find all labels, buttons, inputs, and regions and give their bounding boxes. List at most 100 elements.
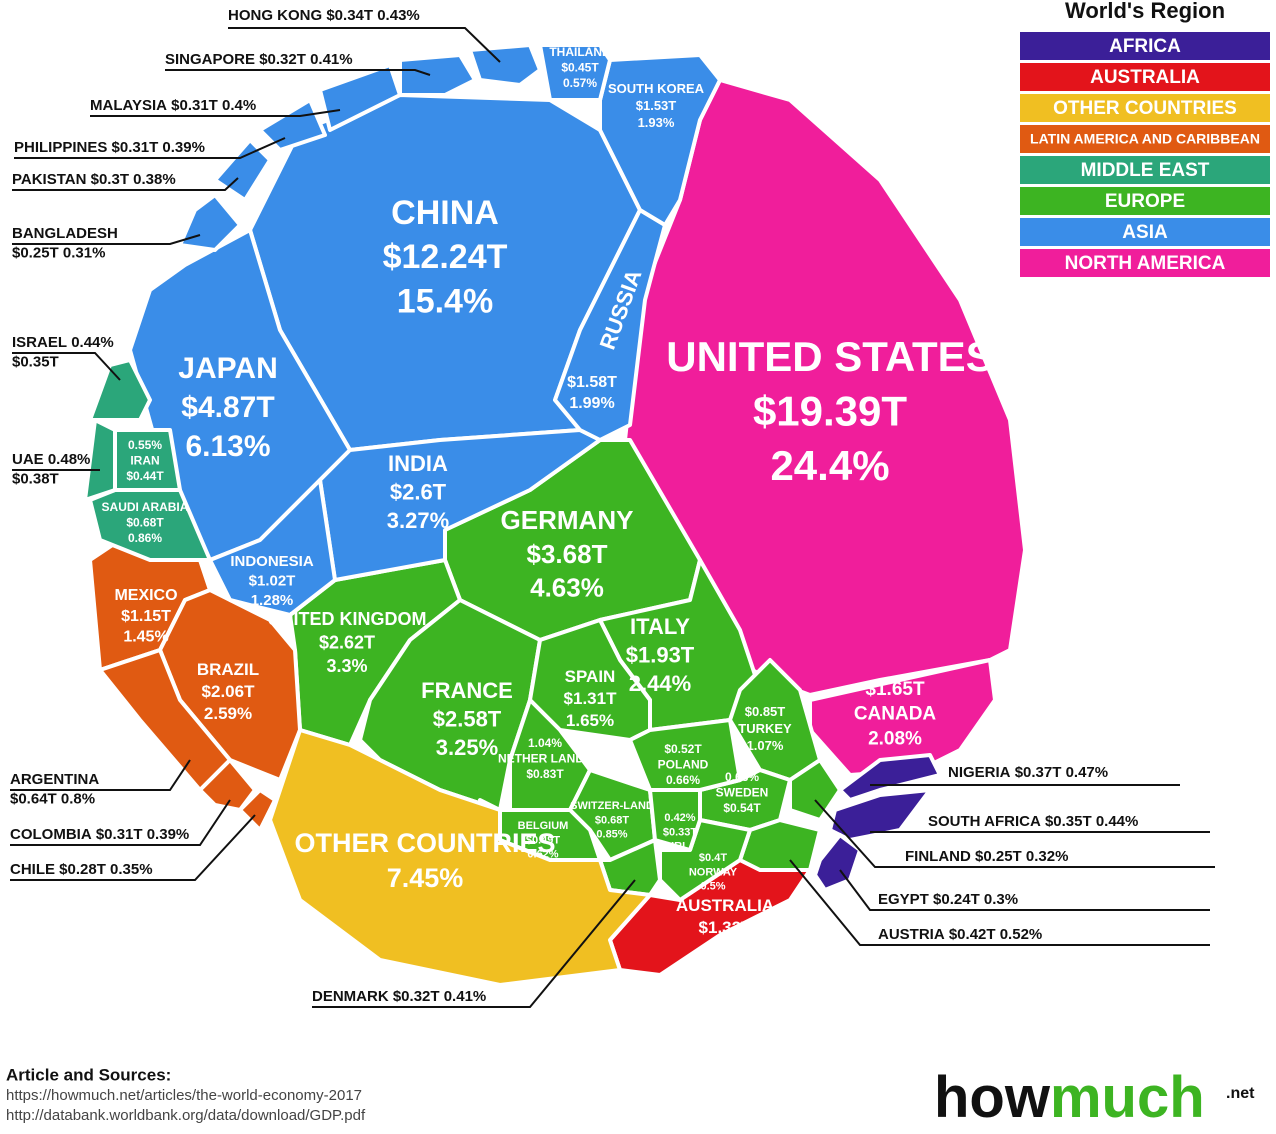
label-part: MALAYSIA [90, 97, 167, 114]
cell-label: $0.38T [12, 470, 59, 487]
cell-label: CHILE $0.28T 0.35% [10, 861, 153, 878]
country-cell [88, 358, 152, 422]
cell-label: ISRAEL 0.44% [12, 334, 114, 351]
label-part: INDONESIA [230, 553, 314, 570]
label-part: 0.47% [1066, 764, 1109, 781]
cell-label: $0.68T [595, 814, 630, 826]
cell-label: 1.67% [701, 941, 749, 960]
label-part: 1.67% [701, 941, 749, 960]
label-part: 1.07% [747, 738, 784, 753]
cell-label: 1.28% [251, 592, 294, 609]
leader-line [10, 759, 191, 791]
logo-part: much [1050, 1065, 1205, 1130]
cell-label: MEXICO [114, 587, 177, 604]
label-part: $0.31T [171, 97, 218, 114]
cell-label: $2.62T [319, 632, 375, 652]
cell-label: $1.53T [636, 98, 677, 113]
source-link: https://howmuch.net/articles/the-world-e… [6, 1087, 362, 1104]
label-part: IRAN [130, 454, 159, 468]
cell-label: 0.62% [527, 849, 558, 861]
label-part: 0.43% [377, 7, 420, 24]
label-part: $1.93T [626, 642, 695, 667]
label-part: 0.62% [527, 849, 558, 861]
cell-label: $1.15T [121, 608, 171, 625]
label-part: $2.62T [319, 632, 375, 652]
cell-label: $0.44T [126, 469, 164, 483]
cell-label: GERMANY [501, 505, 634, 535]
label-part: ARGENTINA [10, 771, 99, 788]
label-part: $0.34T [326, 7, 373, 24]
cell-label: FRANCE [421, 678, 513, 703]
label-part: IRL [671, 841, 689, 853]
cell-label: $19.39T [753, 388, 907, 435]
cell-label: THAILAND [549, 45, 611, 59]
label-part: NIGERIA [948, 764, 1011, 781]
label-part: SOUTH KOREA [608, 81, 705, 96]
logo-part: how [934, 1065, 1051, 1130]
leader-line [165, 69, 431, 76]
country-cell [788, 758, 842, 822]
country-cell [268, 728, 652, 987]
legend-label: ASIA [1122, 222, 1168, 243]
cell-label: 1.45% [123, 629, 168, 646]
label-part: 0.39% [162, 139, 205, 156]
cell-label: 1.65% [566, 712, 614, 731]
leader-line [312, 879, 636, 1008]
leader-line [90, 109, 341, 117]
cell-label: SINGAPORE $0.32T 0.41% [165, 51, 353, 68]
label-part: 0.57% [563, 76, 597, 90]
cell-label: BANGLADESH [12, 225, 118, 242]
label-part: $1.02T [249, 572, 296, 589]
label-part: $1.53T [636, 98, 677, 113]
label-part: 1.04% [528, 736, 562, 750]
cell-label: AUSTRALIA [676, 896, 774, 915]
legend-label: EUROPE [1105, 191, 1185, 212]
cell-label: SWITZER-LAND [570, 800, 654, 812]
label-part: UNITED KINGDOM [268, 609, 427, 629]
leader-line [14, 137, 286, 159]
country-cell [808, 658, 997, 777]
sources-heading: Article and Sources: [6, 1065, 171, 1084]
cell-label: $1.32T [699, 919, 753, 938]
legend-swatch [1020, 249, 1270, 277]
label-part: $0.42T [949, 926, 996, 943]
label-part: INDIA [388, 451, 448, 476]
label-part: 3.3% [326, 656, 367, 676]
cell-label: IRL [671, 841, 689, 853]
cell-label: BRAZIL [197, 660, 259, 679]
label-part: CANADA [854, 704, 937, 725]
label-part: $3.68T [527, 539, 608, 569]
legend-label: AFRICA [1109, 36, 1181, 57]
country-cell [828, 788, 932, 842]
leader-line [10, 799, 231, 846]
label-part: NORWAY [689, 866, 738, 878]
country-cell [838, 753, 942, 802]
cell-label: $1.02T [249, 572, 296, 589]
cell-label: JAPAN [178, 352, 277, 385]
label-part: $0.35T [1045, 813, 1092, 830]
label-part: 0.85% [596, 829, 627, 841]
cell-label: COLOMBIA $0.31T 0.39% [10, 826, 189, 843]
label-part: $1.58T [567, 374, 617, 391]
label-part: BANGLADESH [12, 225, 118, 242]
legend-label: AUSTRALIA [1090, 67, 1200, 88]
cell-label: $1.58T [567, 374, 617, 391]
label-part: $0.31T [96, 826, 143, 843]
label-part: SPAIN [565, 667, 616, 686]
logo-suffix: .net [1226, 1085, 1255, 1102]
label-part: 0.86% [128, 531, 162, 545]
cell-label: TURKEY [738, 721, 792, 736]
label-part: SAUDI ARABIA [102, 500, 189, 514]
country-cell [553, 208, 667, 442]
label-part: SWITZER-LAND [570, 800, 654, 812]
label-part: $1.15T [121, 608, 171, 625]
cell-label: INDONESIA [230, 553, 314, 570]
label-part: 1.28% [251, 592, 294, 609]
label-part: $0.64T [10, 790, 57, 807]
leader-line [789, 859, 1210, 946]
label-part: $0.35T [12, 353, 59, 370]
label-part: PHILIPPINES [14, 139, 107, 156]
label-part: 2.08% [868, 728, 922, 749]
label-part: $0.4T [699, 852, 727, 864]
